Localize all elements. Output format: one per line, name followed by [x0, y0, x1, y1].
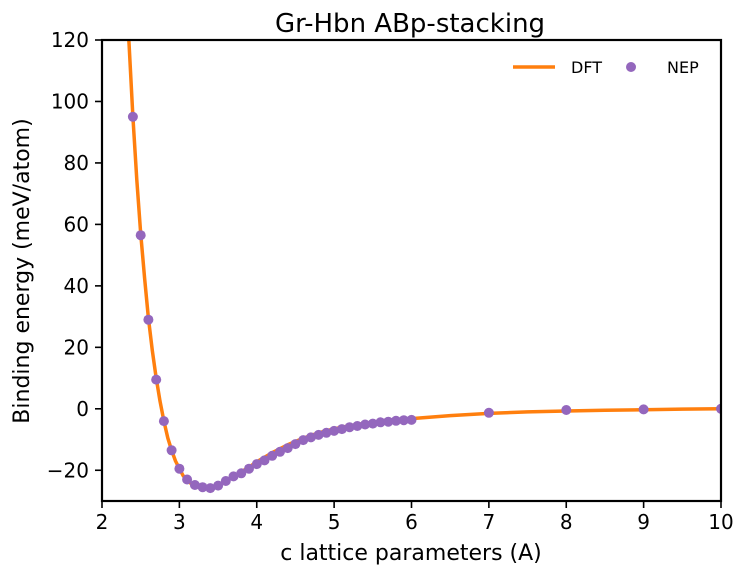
nep-data-point	[236, 468, 247, 479]
nep-data-point	[313, 429, 324, 440]
y-tick-label: 40	[64, 274, 89, 298]
nep-data-point	[483, 407, 494, 418]
nep-data-point	[189, 480, 200, 490]
nep-data-point	[375, 417, 386, 428]
nep-data-point	[352, 421, 363, 431]
nep-data-point	[158, 416, 169, 427]
nep-data-point	[151, 374, 162, 385]
nep-data-point	[298, 435, 309, 446]
x-tick-label: 2	[96, 510, 109, 534]
nep-data-point	[267, 450, 278, 461]
dft-series-line	[127, 40, 721, 490]
x-tick-label: 7	[483, 510, 496, 534]
x-tick-label: 8	[560, 510, 573, 534]
legend-dft-label: DFT	[571, 58, 602, 77]
nep-data-point	[305, 432, 316, 443]
y-tick-label: −20	[47, 458, 89, 482]
nep-data-point	[251, 459, 262, 470]
nep-data-point	[367, 418, 378, 429]
nep-data-point	[344, 422, 355, 433]
nep-data-point	[244, 463, 254, 474]
y-tick-label: 100	[51, 89, 89, 113]
nep-data-point	[398, 415, 409, 426]
nep-data-point	[127, 111, 138, 122]
nep-data-point	[166, 445, 177, 456]
x-tick-label: 5	[328, 510, 341, 534]
chart-title: Gr-Hbn ABp-stacking	[275, 9, 545, 39]
y-tick-label: 60	[64, 212, 89, 236]
nep-data-point	[197, 482, 208, 493]
nep-data-point	[321, 427, 332, 438]
nep-data-point	[174, 463, 185, 474]
nep-data-point	[383, 416, 394, 427]
y-tick-label: 20	[64, 335, 89, 359]
nep-data-point	[135, 230, 146, 241]
nep-data-point	[259, 455, 270, 466]
x-tick-label: 4	[250, 510, 263, 534]
legend-nep-label: NEP	[667, 58, 699, 77]
nep-data-point	[391, 415, 401, 426]
x-axis-label: c lattice parameters (A)	[280, 541, 542, 566]
nep-data-point	[336, 424, 347, 435]
nep-data-point	[228, 471, 239, 482]
nep-data-point	[205, 483, 216, 494]
x-tick-label: 10	[708, 510, 733, 534]
nep-data-point	[213, 480, 224, 491]
nep-data-point	[638, 404, 649, 415]
nep-data-point	[275, 446, 285, 457]
nep-data-point	[360, 419, 371, 430]
nep-data-point	[329, 425, 340, 436]
y-tick-label: 0	[76, 397, 89, 421]
x-tick-label: 3	[173, 510, 186, 534]
legend-nep-swatch	[626, 62, 636, 72]
x-tick-label: 9	[637, 510, 650, 534]
nep-data-point	[282, 443, 293, 454]
nep-data-point	[406, 414, 417, 425]
legend: DFT NEP	[513, 58, 699, 77]
nep-data-point	[716, 403, 721, 414]
plot-frame	[100, 38, 723, 503]
nep-data-point	[561, 405, 572, 415]
y-tick-label: 120	[51, 28, 89, 52]
y-tick-label: 80	[64, 151, 89, 175]
nep-data-point	[290, 439, 301, 450]
nep-data-point	[220, 476, 231, 486]
nep-data-point	[143, 314, 154, 325]
y-axis-label: Binding energy (meV/atom)	[10, 118, 35, 423]
nep-data-point	[182, 474, 193, 485]
x-tick-label: 6	[405, 510, 418, 534]
